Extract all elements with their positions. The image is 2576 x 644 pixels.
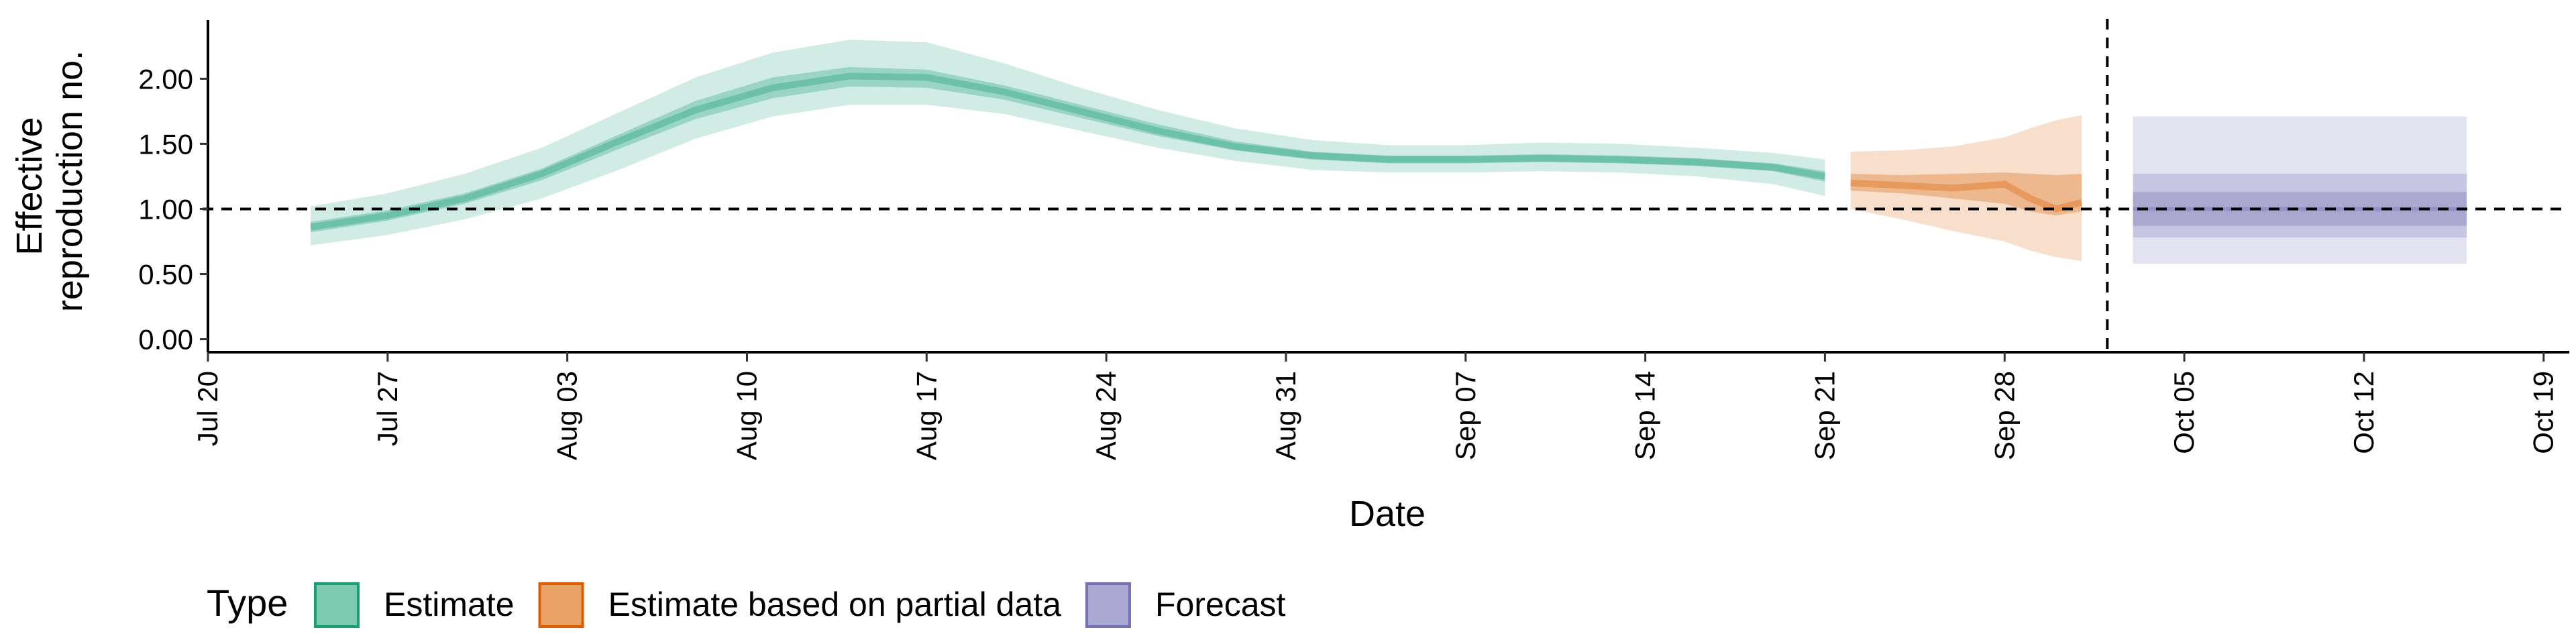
x-tick-label: Sep 28 <box>1988 371 2020 460</box>
x-tick-label: Oct 19 <box>2528 371 2559 454</box>
axes: 0.00 0.50 1.00 1.50 2.00 Jul 20 Jul 27 Aug 03 Au… <box>138 20 2569 460</box>
series-estimate <box>310 40 1826 246</box>
x-tick-label: Sep 07 <box>1450 371 1481 460</box>
y-tick-label: 1.00 <box>138 193 193 225</box>
x-tick-label: Jul 27 <box>372 371 403 446</box>
x-tick-label: Aug 03 <box>551 371 583 460</box>
estimate-based-on-partial-data-median <box>1850 179 2083 213</box>
x-tick-label: Oct 12 <box>2348 371 2379 454</box>
y-axis-title-line-1: Effective <box>9 117 50 255</box>
y-tick-label: 2.00 <box>138 63 193 95</box>
x-axis-title: Date <box>1349 494 1426 534</box>
series-layer <box>310 40 2467 264</box>
series-forecast <box>2133 116 2467 264</box>
estimate-based-on-partial-data-90-interval <box>1850 115 2082 262</box>
x-tick-label: Aug 10 <box>731 371 762 460</box>
x-tick-label: Sep 14 <box>1629 371 1661 460</box>
estimate-based-on-partial-data-50-interval <box>1850 172 2082 216</box>
y-tick-label: 0.00 <box>138 324 193 356</box>
x-tick-label: Aug 31 <box>1270 371 1301 460</box>
y-axis-title: Effective reproduction no. <box>9 50 90 312</box>
x-tick-label: Aug 24 <box>1090 371 1122 460</box>
estimate-90-interval <box>311 40 1825 246</box>
y-axis-title-line-2: reproduction no. <box>50 50 90 312</box>
legend: Type Estimate Estimate based on partial d… <box>207 582 1286 628</box>
legend-label-forecast: Forecast <box>1155 586 1286 623</box>
estimate-median <box>310 72 1826 231</box>
forecast-75-interval <box>2133 174 2467 238</box>
x-tick-label: Aug 17 <box>910 371 942 460</box>
x-tick-label: Jul 20 <box>192 371 223 446</box>
legend-label-estimate-based-on-partial-data: Estimate based on partial data <box>608 586 1062 623</box>
reference-lines <box>203 19 2569 352</box>
x-tick-label: Oct 05 <box>2168 371 2200 454</box>
forecast-50-interval <box>2133 192 2467 226</box>
forecast-90-interval <box>2133 116 2467 264</box>
legend-key-estimate <box>314 582 360 628</box>
legend-key-estimate-based-on-partial-data <box>538 582 584 628</box>
legend-title: Type <box>207 582 288 624</box>
y-tick-label: 1.50 <box>138 128 193 160</box>
y-tick-label: 0.50 <box>138 259 193 290</box>
x-tick-label: Sep 21 <box>1809 371 1840 460</box>
series-estimate-based-on-partial-data <box>1850 115 2083 262</box>
legend-key-forecast <box>1085 582 1131 628</box>
legend-label-estimate: Estimate <box>384 586 515 623</box>
estimate-50-interval <box>311 66 1825 233</box>
